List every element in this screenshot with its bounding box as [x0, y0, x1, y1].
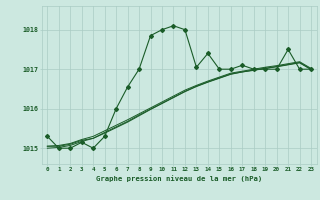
- X-axis label: Graphe pression niveau de la mer (hPa): Graphe pression niveau de la mer (hPa): [96, 175, 262, 182]
